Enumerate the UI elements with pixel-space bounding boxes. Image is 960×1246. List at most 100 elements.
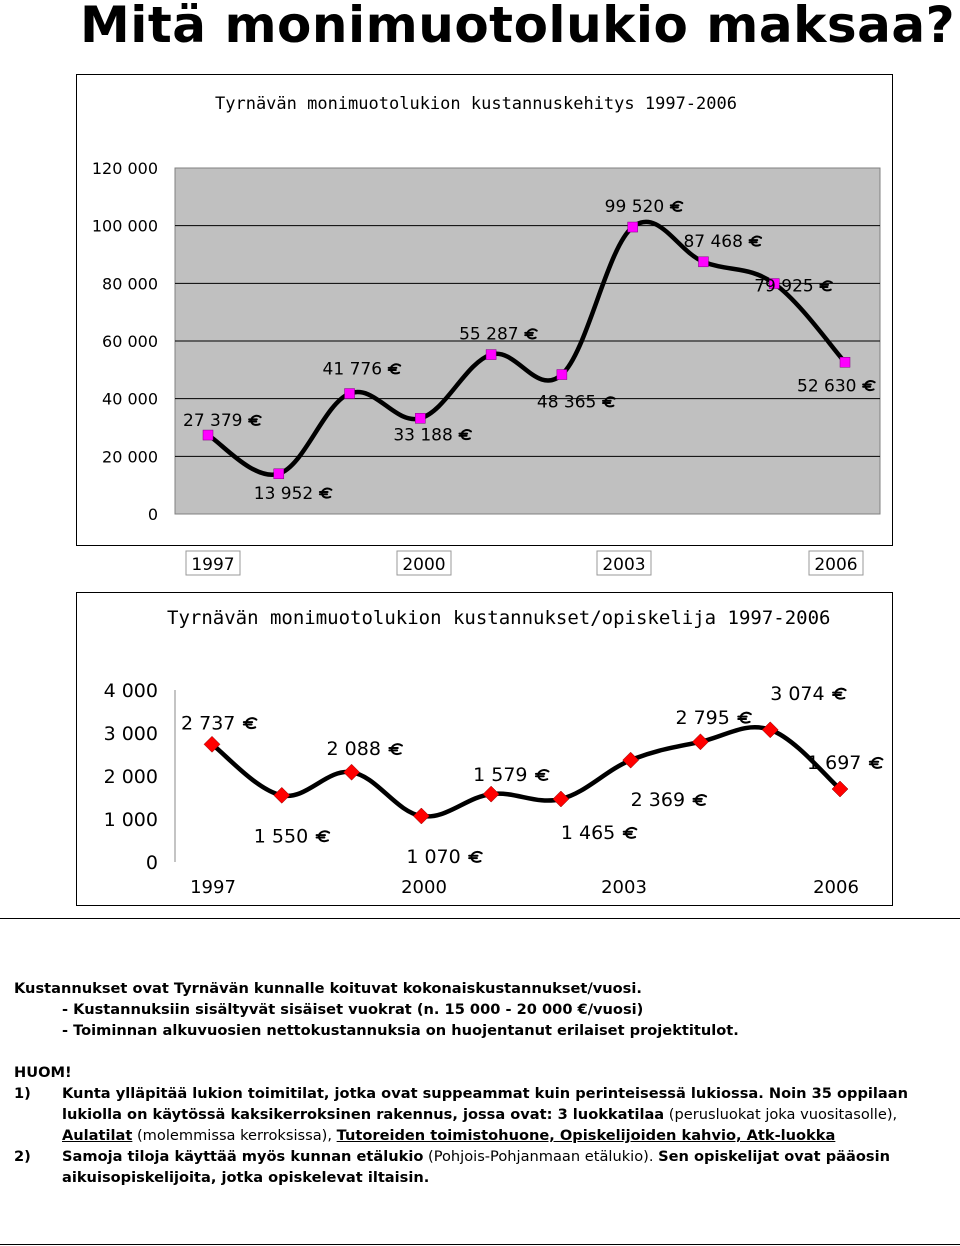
x-tick-box	[808, 550, 864, 576]
euro-icon	[832, 687, 847, 700]
euro-icon	[748, 235, 763, 247]
series-line	[210, 725, 842, 819]
data-label: 48 365	[537, 393, 596, 413]
data-point	[622, 751, 640, 769]
data-point	[485, 349, 497, 360]
data-label: 2 369	[631, 789, 685, 811]
note-item-1-number: 1)	[14, 1085, 31, 1102]
x-tick-label: 2003	[601, 877, 647, 898]
note-line-3: - Toiminnan alkuvuosien nettokustannuksi…	[62, 1022, 739, 1039]
data-point	[761, 721, 779, 739]
x-tick-box	[396, 550, 452, 576]
y-tick-label: 2 000	[104, 766, 158, 788]
data-label: 33 188	[393, 425, 452, 445]
top-divider	[0, 918, 960, 919]
data-point	[412, 807, 430, 825]
per-student-chart-title: Tyrnävän monimuotolukion kustannukset/op…	[167, 607, 831, 629]
data-point	[273, 786, 291, 804]
data-label: 1 579	[473, 764, 527, 786]
data-point	[627, 221, 638, 233]
data-point	[415, 413, 426, 424]
euro-icon	[622, 826, 638, 839]
note-item-2-number: 2)	[14, 1148, 31, 1165]
euro-icon	[862, 380, 876, 392]
data-point	[482, 785, 500, 803]
euro-icon	[388, 743, 403, 756]
x-tick-box	[185, 550, 241, 576]
data-label: 1 550	[254, 825, 308, 847]
euro-icon	[242, 717, 258, 730]
data-point	[552, 790, 570, 808]
euro-icon	[524, 328, 538, 340]
charts-svg: 0 20 000 40 000 60 000 80 000 100 000 120 000 1…	[92, 159, 884, 898]
y-tick-label: 0	[146, 852, 158, 874]
note-line-2: - Kustannuksiin sisältyvät sisäiset vuok…	[62, 1001, 644, 1018]
euro-icon	[819, 280, 833, 292]
x-tick-label: 1997	[190, 877, 236, 898]
x-tick-label: 2000	[402, 555, 445, 575]
euro-icon	[601, 396, 616, 408]
note-item-1-text-e: (molemmissa kerroksissa),	[132, 1127, 337, 1144]
y-tick-label: 1 000	[104, 809, 158, 831]
euro-icon	[318, 487, 333, 499]
euro-icon	[387, 363, 402, 375]
data-label: 1 070	[406, 846, 460, 868]
note-item-1-text-a: Kunta ylläpitää lukion toimitilat, jotka…	[62, 1085, 909, 1123]
data-label: 27 379	[183, 411, 242, 431]
x-tick-label: 1997	[191, 555, 234, 575]
series-line	[206, 219, 847, 477]
euro-icon	[737, 711, 752, 724]
notes-section: Kustannukset ovat Tyrnävän kunnalle koit…	[14, 978, 949, 1188]
page-title: Mitä monimuotolukio maksaa?	[80, 0, 956, 54]
data-label: 79 925	[754, 277, 813, 297]
data-point	[556, 369, 568, 380]
note-item-1-text-d: Aulatilat	[62, 1127, 133, 1144]
bottom-divider	[0, 1244, 960, 1245]
y-tick-label: 60 000	[102, 332, 158, 351]
plot-area	[175, 690, 875, 862]
note-item-1-text-f: Tutoreiden toimistohuone, Opiskelijoiden…	[336, 1127, 836, 1144]
note-item-1: 1) Kunta ylläpitää lukion toimitilat, jo…	[14, 1083, 949, 1146]
data-label: 2 088	[327, 738, 381, 760]
data-point	[698, 256, 709, 268]
data-point	[839, 357, 851, 368]
x-tick-label: 2006	[813, 877, 859, 898]
data-label: 52 630	[797, 376, 856, 396]
data-label: 99 520	[605, 197, 664, 217]
y-tick-label: 20 000	[102, 447, 158, 466]
huom-label: HUOM!	[14, 1064, 72, 1081]
y-tick-label: 4 000	[104, 680, 158, 702]
note-item-2-text-c: Sen opiskelijat ovat pääosin aikuisopisk…	[62, 1148, 890, 1186]
data-point	[203, 735, 221, 753]
data-label: 2 795	[675, 707, 729, 729]
data-label: 1 697	[807, 752, 861, 774]
euro-icon	[534, 769, 550, 781]
y-tick-label: 0	[148, 505, 158, 524]
note-item-2: 2) Samoja tiloja käyttää myös kunnan etä…	[14, 1146, 949, 1188]
data-label: 87 468	[683, 232, 742, 252]
y-tick-label: 3 000	[104, 723, 158, 745]
data-point	[344, 388, 355, 399]
data-label: 3 074	[770, 683, 824, 705]
x-tick-label: 2006	[814, 555, 857, 575]
euro-icon	[248, 414, 262, 426]
euro-icon	[868, 756, 884, 769]
data-label: 55 287	[459, 325, 518, 345]
cost-chart-title: Tyrnävän monimuotolukion kustannuskehity…	[215, 94, 737, 114]
data-point	[831, 780, 849, 798]
note-line-1: Kustannukset ovat Tyrnävän kunnalle koit…	[14, 980, 642, 997]
data-label: 2 737	[181, 712, 235, 734]
data-point	[768, 278, 780, 289]
x-tick-box	[596, 550, 652, 576]
data-label: 1 465	[561, 822, 615, 844]
note-item-2-text-a: Samoja tiloja käyttää myös kunnan etäluk…	[62, 1148, 424, 1165]
note-item-1-text-b: 3 luokkatilaa	[557, 1106, 665, 1123]
data-point	[202, 429, 214, 441]
data-point	[692, 733, 709, 751]
data-label: 41 776	[323, 360, 382, 380]
y-tick-label: 100 000	[92, 217, 158, 236]
euro-icon	[315, 830, 331, 843]
note-item-1-text-c: (perusluokat joka vuositasolle),	[664, 1106, 898, 1123]
x-tick-label: 2000	[401, 877, 447, 898]
data-point	[273, 468, 285, 480]
